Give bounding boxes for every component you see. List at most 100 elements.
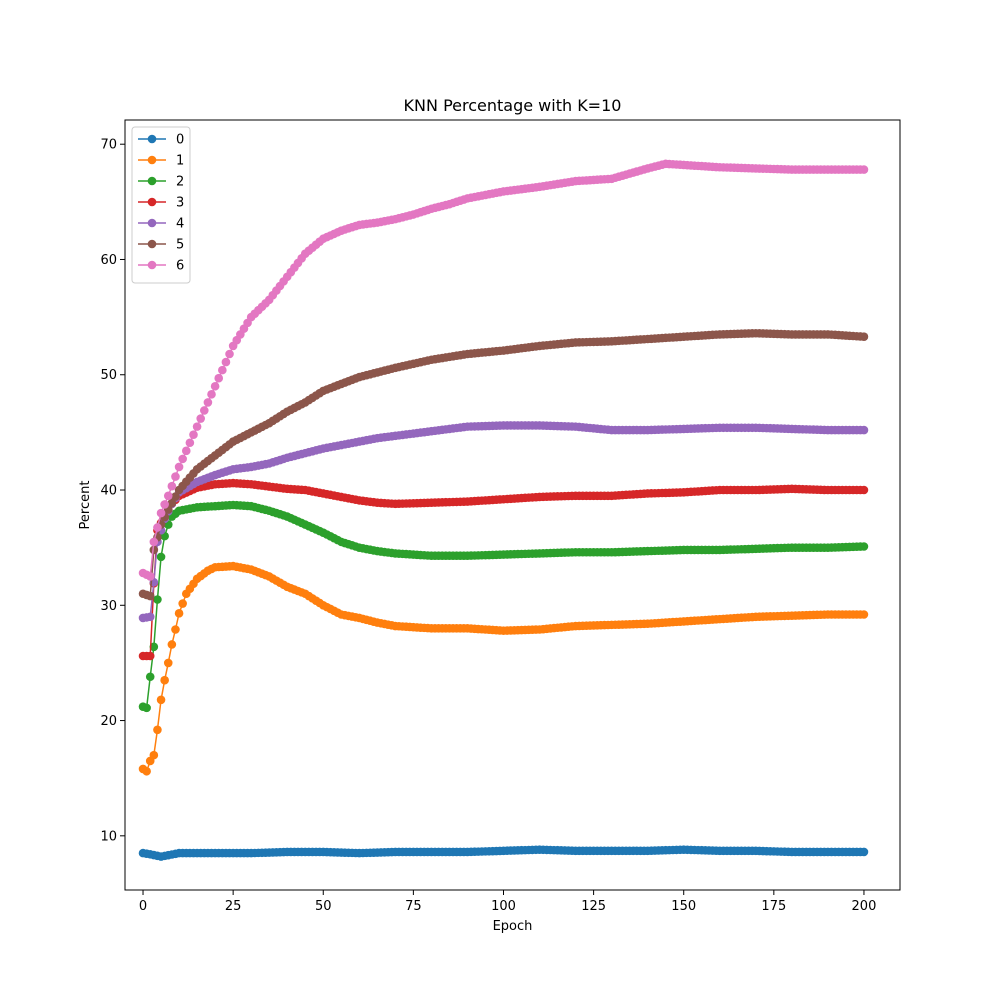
data-point <box>221 357 231 367</box>
data-point <box>174 462 184 472</box>
legend-item-1: 1 <box>138 154 184 169</box>
data-point <box>163 491 173 501</box>
data-point <box>145 651 155 661</box>
plot-frame <box>124 119 901 891</box>
legend-marker <box>147 155 157 165</box>
data-point <box>142 703 151 713</box>
data-point <box>145 572 155 581</box>
series-1 <box>138 561 869 776</box>
series-2 <box>138 500 869 713</box>
data-point <box>156 695 166 705</box>
series-layer <box>138 159 869 861</box>
data-point <box>171 625 180 634</box>
legend-label: 6 <box>176 259 184 274</box>
data-point <box>859 610 869 619</box>
data-point <box>859 425 869 435</box>
data-point <box>149 750 159 760</box>
data-point <box>859 542 869 551</box>
data-point <box>859 332 869 342</box>
x-tick-label: 0 <box>139 899 147 914</box>
x-tick-label: 50 <box>315 899 332 914</box>
x-tick-label: 100 <box>491 899 516 914</box>
series-0 <box>138 845 869 861</box>
y-tick-label: 10 <box>100 829 117 844</box>
data-point <box>189 430 198 439</box>
data-point <box>214 373 224 383</box>
data-point <box>160 675 169 685</box>
legend-marker <box>147 197 157 207</box>
data-point <box>149 537 159 547</box>
legend-marker <box>147 239 157 249</box>
data-point <box>145 612 155 622</box>
data-point <box>171 492 180 501</box>
data-point <box>178 454 187 464</box>
data-point <box>163 658 173 668</box>
data-point <box>218 365 227 375</box>
legend-label: 4 <box>176 217 184 232</box>
data-point <box>171 472 180 481</box>
data-point <box>196 414 205 423</box>
y-tick-label: 20 <box>100 714 117 729</box>
y-tick-label: 60 <box>100 253 117 268</box>
data-point <box>167 481 177 491</box>
x-axis-label: Epoch <box>493 919 533 934</box>
legend-marker <box>147 176 157 186</box>
legend-item-0: 0 <box>138 133 184 148</box>
data-point <box>859 485 869 495</box>
data-point <box>156 552 166 562</box>
data-point <box>859 165 869 174</box>
legend-marker <box>147 218 157 228</box>
data-point <box>192 422 202 431</box>
data-point <box>153 725 162 735</box>
x-tick-label: 125 <box>581 899 606 914</box>
x-tick-label: 25 <box>225 899 242 914</box>
data-point <box>153 595 162 604</box>
y-tick-label: 40 <box>100 484 117 499</box>
legend-marker <box>147 260 157 270</box>
series-6 <box>138 159 869 581</box>
legend-label: 0 <box>176 133 184 148</box>
data-point <box>167 640 177 649</box>
x-tick-label: 75 <box>405 899 422 914</box>
y-tick-label: 30 <box>100 599 117 614</box>
data-point <box>142 766 151 776</box>
data-point <box>225 349 234 359</box>
legend-item-6: 6 <box>138 259 184 274</box>
data-point <box>167 498 177 508</box>
data-point <box>149 545 159 555</box>
data-point <box>207 390 216 399</box>
series-3 <box>138 478 869 661</box>
data-point <box>185 438 195 448</box>
y-axis: 10 20 30 40 50 60 70 <box>100 138 125 844</box>
data-point <box>181 446 191 456</box>
data-point <box>178 599 187 608</box>
data-point <box>174 609 184 618</box>
data-point <box>160 500 169 509</box>
series-5 <box>138 328 869 601</box>
data-point <box>859 847 869 857</box>
y-tick-label: 50 <box>100 368 117 383</box>
data-point <box>210 381 220 391</box>
legend-item-3: 3 <box>138 196 184 211</box>
legend: 0 1 2 3 4 5 6 <box>131 126 191 284</box>
x-tick-label: 150 <box>671 899 696 914</box>
legend-item-5: 5 <box>138 238 184 253</box>
legend-item-2: 2 <box>138 175 184 190</box>
data-point <box>156 508 166 518</box>
data-point <box>153 523 162 532</box>
legend-label: 3 <box>176 196 184 211</box>
y-axis-label: Percent <box>78 481 93 530</box>
legend-item-4: 4 <box>138 217 184 232</box>
data-point <box>145 591 155 601</box>
data-point <box>203 398 213 407</box>
legend-marker <box>147 134 157 144</box>
data-point <box>200 406 209 415</box>
legend-label: 2 <box>176 175 184 190</box>
y-tick-label: 70 <box>100 138 117 153</box>
x-tick-label: 200 <box>852 899 877 914</box>
x-axis: 0 25 50 75 100 125 150 175 200 <box>139 890 876 914</box>
data-point <box>145 672 155 682</box>
legend-label: 1 <box>176 154 184 169</box>
chart-title: KNN Percentage with K=10 <box>404 96 622 115</box>
data-point <box>149 642 159 652</box>
